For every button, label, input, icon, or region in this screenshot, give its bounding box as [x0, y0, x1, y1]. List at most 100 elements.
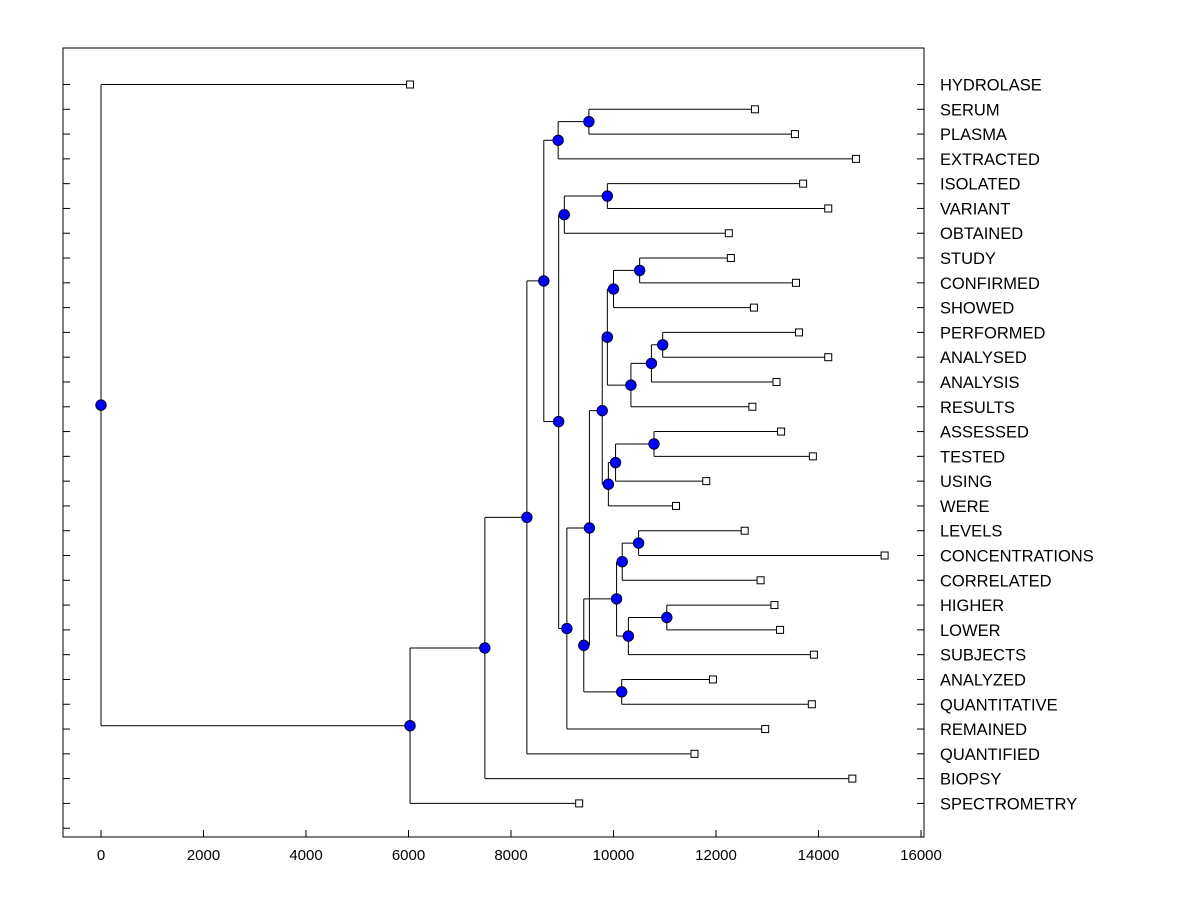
cluster-node [610, 593, 623, 605]
cluster-node [648, 438, 660, 450]
cluster-node [479, 642, 491, 654]
axis-ticks: 0 2000 4000 6000 8000 10000 12000 14000 16000 [63, 84, 942, 864]
dendrogram-nodes [95, 80, 889, 808]
leaf-marker [848, 774, 857, 783]
cluster-node [661, 611, 673, 624]
leaf-label: LOWER [940, 622, 1001, 640]
leaf-marker [799, 179, 808, 188]
leaf-marker [770, 601, 779, 610]
cluster-node [601, 331, 614, 343]
leaf-marker [880, 551, 889, 560]
plot-frame [62, 47, 925, 838]
leaf-marker [672, 501, 681, 510]
x-tick-label: 10000 [593, 847, 635, 864]
leaf-label: PERFORMED [940, 324, 1046, 342]
x-tick-label: 8000 [494, 847, 527, 864]
cluster-node [561, 622, 573, 635]
leaf-label: TESTED [940, 448, 1005, 466]
cluster-node [578, 639, 590, 652]
leaf-label: QUANTITATIVE [940, 696, 1058, 714]
leaf-marker [761, 725, 770, 734]
leaf-marker [807, 700, 816, 709]
x-tick-label: 4000 [289, 847, 322, 864]
leaf-marker [777, 427, 786, 436]
leaf-marker [808, 452, 817, 461]
leaf-marker [750, 105, 759, 114]
cluster-node [583, 522, 596, 534]
leaf-label: CORRELATED [940, 572, 1052, 590]
cluster-node [616, 686, 628, 698]
cluster-node [602, 478, 615, 490]
leaf-label: STUDY [940, 250, 996, 268]
cluster-node [583, 115, 595, 128]
leaf-marker [575, 799, 584, 808]
cluster-node [616, 556, 628, 568]
cluster-node [552, 134, 564, 146]
leaf-label: USING [940, 473, 992, 491]
dendrogram-links [100, 84, 885, 804]
leaf-marker [809, 650, 818, 659]
leaf-label: WERE [940, 498, 990, 516]
leaf-marker [726, 254, 735, 263]
leaf-marker [708, 675, 717, 684]
leaf-label: ASSESSED [940, 424, 1029, 442]
leaf-marker [824, 204, 833, 213]
leaf-label: CONCENTRATIONS [940, 548, 1094, 566]
leaf-label: LEVELS [940, 523, 1002, 541]
leaf-marker [851, 154, 860, 163]
x-tick-label: 0 [97, 847, 105, 864]
leaf-marker [748, 402, 757, 411]
x-tick-label: 16000 [900, 847, 942, 864]
leaf-marker [724, 229, 733, 238]
leaf-label: PLASMA [940, 126, 1007, 144]
leaf-label: RESULTS [940, 399, 1015, 417]
leaf-label: HIGHER [940, 597, 1004, 615]
x-tick-label: 12000 [695, 847, 737, 864]
leaf-label: VARIANT [940, 200, 1010, 218]
cluster-node [404, 720, 416, 732]
cluster-node [601, 190, 614, 202]
x-tick-label: 14000 [798, 847, 840, 864]
leaf-label: EXTRACTED [940, 151, 1040, 169]
cluster-node [625, 379, 637, 391]
leaf-marker [756, 576, 765, 585]
leaf-label: CONFIRMED [940, 275, 1040, 293]
leaf-label: OBTAINED [940, 225, 1023, 243]
leaf-marker [690, 749, 699, 758]
leaf-label: SPECTROMETRY [940, 795, 1077, 813]
cluster-node [596, 404, 608, 417]
cluster-node [607, 283, 620, 295]
leaf-label: BIOPSY [940, 771, 1001, 789]
cluster-node [538, 275, 550, 287]
leaf-marker [406, 80, 415, 89]
leaf-label: HYDROLASE [940, 77, 1042, 95]
leaf-label: SERUM [940, 101, 1000, 119]
cluster-node [95, 399, 107, 411]
leaf-label: ANALYZED [940, 671, 1026, 689]
cluster-node [632, 537, 645, 549]
cluster-node [609, 456, 622, 469]
cluster-node [558, 208, 570, 221]
leaf-marker [772, 377, 781, 386]
leaf-marker [795, 328, 804, 337]
leaf-label: QUANTIFIED [940, 746, 1040, 764]
leaf-label: SUBJECTS [940, 647, 1026, 665]
leaf-marker [791, 278, 800, 287]
leaf-marker [702, 477, 711, 486]
cluster-node [633, 264, 646, 277]
leaf-label: ANALYSIS [940, 374, 1019, 392]
leaf-marker [749, 303, 758, 312]
cluster-node [552, 415, 565, 428]
leaf-labels: HYDROLASE SERUM PLASMA EXTRACTED ISOLATED VAR… [940, 77, 1094, 814]
leaf-marker [824, 353, 833, 362]
cluster-node [622, 630, 635, 642]
leaf-label: REMAINED [940, 721, 1027, 739]
cluster-node [521, 511, 533, 524]
cluster-node [645, 357, 658, 370]
leaf-marker [776, 625, 785, 634]
leaf-marker [790, 130, 799, 139]
leaf-label: ISOLATED [940, 176, 1020, 194]
cluster-node [657, 339, 669, 351]
leaf-label: SHOWED [940, 300, 1014, 318]
